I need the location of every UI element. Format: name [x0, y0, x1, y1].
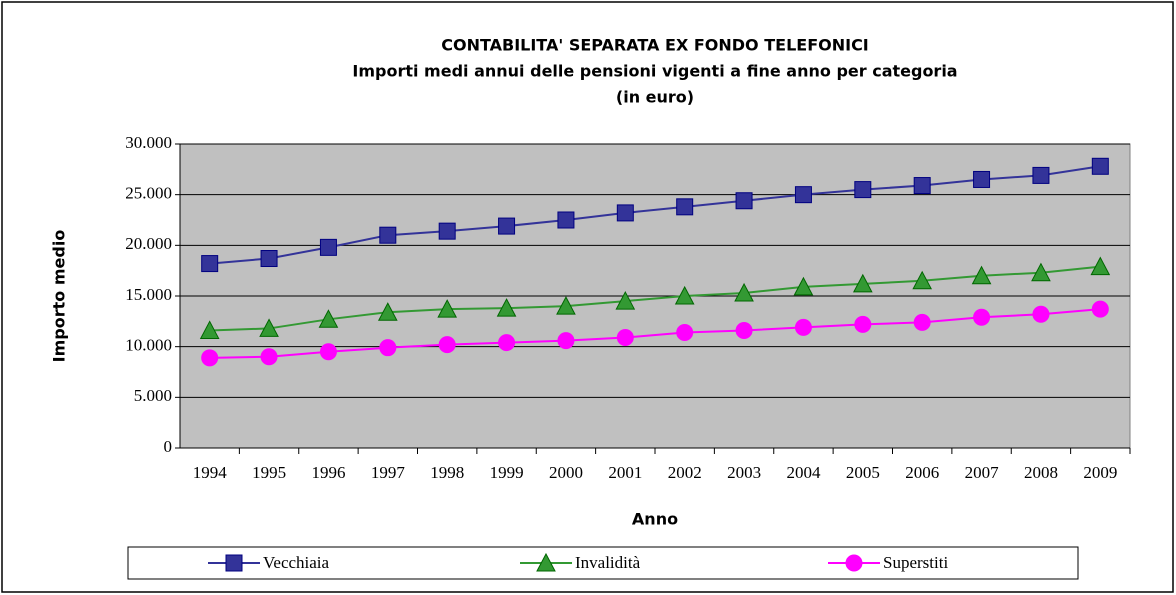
marker — [616, 329, 634, 347]
marker — [437, 299, 458, 318]
marker — [557, 332, 575, 350]
marker — [973, 170, 991, 188]
series-line — [209, 265, 1101, 332]
series-line — [209, 308, 1101, 359]
marker — [201, 255, 219, 273]
x-tick-label: 2005 — [846, 463, 880, 482]
marker — [498, 334, 516, 352]
x-tick-label: 2006 — [905, 463, 939, 482]
marker — [557, 211, 575, 229]
marker — [496, 298, 517, 317]
marker — [1091, 300, 1109, 318]
marker — [1032, 166, 1050, 184]
marker — [735, 321, 753, 339]
marker — [498, 217, 516, 235]
legend-marker — [536, 552, 556, 572]
legend — [127, 546, 1079, 580]
x-tick-label: 1995 — [252, 463, 286, 482]
x-tick-label: 2002 — [668, 463, 702, 482]
y-tick-label: 25.000 — [125, 184, 172, 203]
x-tick-label: 2007 — [965, 463, 1000, 482]
marker — [1032, 305, 1050, 323]
legend-marker — [845, 554, 863, 572]
x-tick-label: 1996 — [311, 463, 345, 482]
x-tick-label: 2004 — [786, 463, 821, 482]
chart-title: Importi medi annui delle pensioni vigent… — [352, 62, 957, 81]
x-tick-label: 2008 — [1024, 463, 1058, 482]
x-axis-label: Anno — [632, 510, 678, 529]
marker — [377, 302, 398, 321]
chart-title: (in euro) — [616, 88, 694, 107]
marker — [319, 343, 337, 361]
y-tick-label: 0 — [164, 437, 173, 456]
marker — [912, 270, 933, 290]
marker — [260, 348, 278, 366]
x-tick-label: 2003 — [727, 463, 761, 482]
y-tick-label: 15.000 — [125, 285, 172, 304]
marker — [259, 318, 279, 337]
series-line — [209, 165, 1101, 265]
marker — [615, 290, 636, 310]
marker — [676, 323, 694, 341]
x-tick-label: 1999 — [490, 463, 524, 482]
marker — [913, 313, 931, 331]
marker — [616, 204, 634, 222]
marker — [793, 276, 814, 296]
y-tick-label: 10.000 — [125, 336, 172, 355]
x-tick-label: 1998 — [430, 463, 464, 482]
marker — [201, 349, 219, 367]
marker — [913, 177, 931, 195]
marker — [379, 226, 397, 244]
marker — [794, 318, 812, 336]
marker — [674, 285, 695, 305]
legend-marker — [225, 554, 243, 572]
legend-label: Invalidità — [575, 553, 641, 572]
marker — [379, 339, 397, 357]
marker — [973, 308, 991, 326]
chart-title: CONTABILITA' SEPARATA EX FONDO TELEFONIC… — [441, 36, 869, 55]
marker — [1091, 157, 1109, 175]
marker — [1031, 262, 1051, 282]
marker — [854, 181, 872, 199]
y-axis-label: Importo medio — [50, 230, 69, 363]
marker — [438, 222, 456, 240]
marker — [1090, 256, 1111, 276]
marker — [260, 250, 278, 268]
legend-label: Superstiti — [883, 553, 948, 572]
y-tick-label: 30.000 — [125, 133, 172, 152]
x-tick-label: 1997 — [371, 463, 406, 482]
marker — [438, 336, 456, 354]
x-tick-label: 2000 — [549, 463, 583, 482]
marker — [971, 265, 992, 285]
y-tick-label: 20.000 — [125, 234, 172, 253]
marker — [735, 192, 753, 210]
y-tick-label: 5.000 — [134, 386, 172, 405]
marker — [734, 282, 754, 302]
x-tick-label: 2009 — [1083, 463, 1117, 482]
marker — [854, 315, 872, 333]
marker — [319, 238, 337, 256]
marker — [556, 296, 576, 315]
marker — [852, 273, 873, 293]
marker — [676, 198, 694, 216]
marker — [199, 320, 220, 339]
x-tick-label: 2001 — [608, 463, 642, 482]
marker — [318, 309, 339, 328]
marker — [794, 186, 812, 204]
x-tick-label: 1994 — [193, 463, 228, 482]
legend-label: Vecchiaia — [263, 553, 330, 572]
